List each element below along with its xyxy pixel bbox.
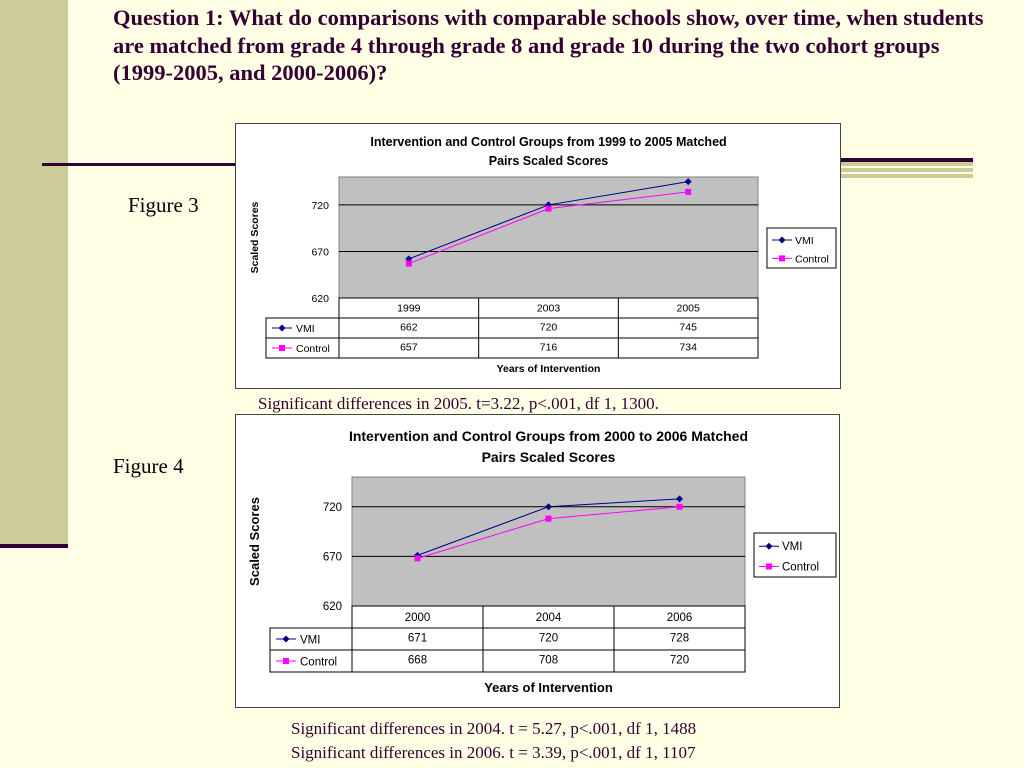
y-tick-label: 720 [311,200,329,212]
data-label: 662 [400,321,418,333]
data-point [685,188,692,195]
left-accent-bar [0,0,68,548]
data-point [545,205,552,212]
divider-rule-bottom [0,544,68,548]
data-label: 668 [408,655,427,667]
data-label: 671 [408,633,427,645]
figure-4-note-2004: Significant differences in 2004. t = 5.2… [291,719,697,738]
chart-figure-3: Intervention and Control Groups from 199… [235,123,841,389]
x-tick-label: 2004 [536,612,562,624]
chart-title-line: Pairs Scaled Scores [482,449,616,465]
legend-box [766,227,837,269]
slide-title: Question 1: What do comparisons with com… [113,5,984,85]
y-axis-label: Scaled Scores [249,201,261,273]
plot-area [351,476,746,607]
legend-marker [765,542,773,550]
data-point [676,495,683,503]
data-label: 720 [539,633,558,645]
divider-rule-top [42,163,236,166]
data-label: 728 [670,633,689,645]
x-tick-label: 2003 [537,303,561,315]
table-key-marker [282,635,290,643]
table-key-marker [278,324,286,332]
data-point [676,503,683,510]
y-axis-label: Scaled Scores [247,497,262,586]
x-tick-label: 2006 [667,612,693,624]
figure-4-note-2006: Significant differences in 2006. t = 3.3… [291,743,696,762]
decorative-stripes [840,158,973,178]
x-axis-label: Years of Intervention [497,363,601,375]
legend-entry: VMI [782,541,802,553]
table-key-marker [279,345,285,351]
data-label: 716 [540,341,558,353]
table-series-name: Control [296,343,330,355]
y-tick-label: 720 [323,502,342,514]
data-point [545,503,552,511]
table-series-name: VMI [296,323,315,335]
legend-marker [766,563,772,570]
data-point [545,515,552,522]
x-tick-label: 2005 [676,303,700,315]
table-key-marker [283,658,289,664]
data-label: 708 [539,655,558,667]
data-point [414,555,421,562]
data-label: 745 [679,321,697,333]
legend-marker [779,255,785,262]
data-table-row [269,649,746,673]
x-axis-label: Years of Intervention [484,680,613,695]
data-label: 720 [540,321,558,333]
data-point [405,260,412,267]
chart-figure-4: Intervention and Control Groups from 200… [235,414,840,708]
figure-3-label: Figure 3 [128,193,199,217]
figure-4-label: Figure 4 [113,454,184,478]
chart-title-line: Intervention and Control Groups from 199… [370,135,726,149]
data-point [684,178,692,186]
data-label: 734 [679,341,697,353]
figure-3-note: Significant differences in 2005. t=3.22,… [258,394,659,413]
y-tick-label: 620 [323,601,342,613]
legend-marker [778,236,786,244]
y-tick-label: 670 [311,246,329,258]
table-series-name: Control [300,656,337,668]
legend-entry: Control [795,253,829,265]
legend-entry: VMI [795,235,814,247]
chart-title-line: Pairs Scaled Scores [489,154,609,168]
plot-area [338,176,759,299]
x-tick-label: 2000 [405,612,431,624]
data-table-row [265,337,759,359]
y-tick-label: 670 [323,551,342,563]
table-series-name: VMI [300,634,320,646]
x-tick-label: 1999 [397,303,421,315]
data-label: 720 [670,655,689,667]
legend-entry: Control [782,561,819,573]
legend-box [753,532,837,578]
y-tick-label: 620 [311,293,329,305]
chart-title-line: Intervention and Control Groups from 200… [349,428,748,444]
data-label: 657 [400,341,418,353]
